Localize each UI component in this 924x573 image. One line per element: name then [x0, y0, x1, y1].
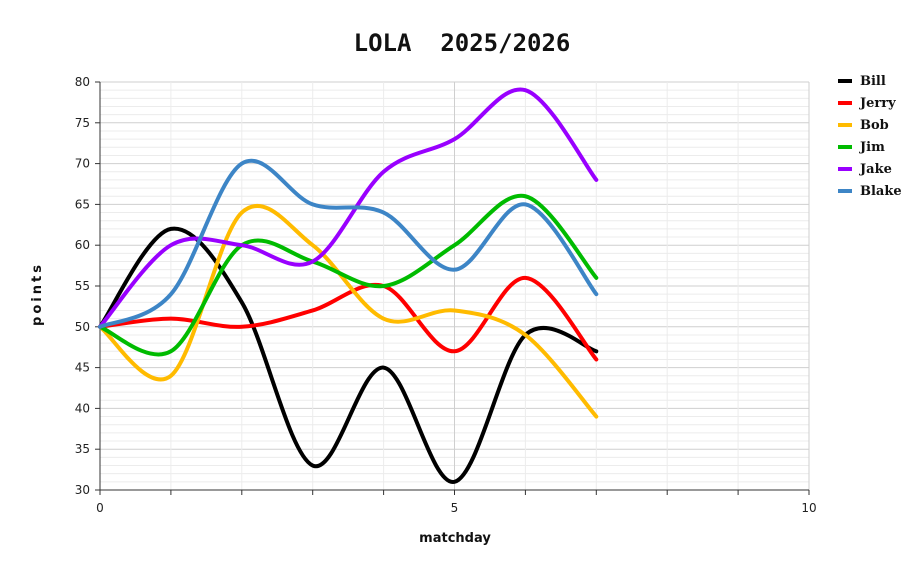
y-tick-label: 60 — [75, 238, 90, 252]
series-lines — [98, 87, 599, 484]
y-tick-label: 65 — [75, 197, 90, 211]
x-tick-labels: 0 5 10 — [96, 501, 816, 515]
x-tick-label: 10 — [801, 501, 816, 515]
y-axis-title: points — [30, 262, 45, 326]
y-tick-label: 40 — [75, 401, 90, 415]
series-line-jake — [98, 87, 599, 329]
y-tick-label: 80 — [75, 75, 90, 89]
y-tick-label: 30 — [75, 483, 90, 497]
legend-label-jim: Jim — [859, 140, 885, 155]
legend-label-jerry: Jerry — [859, 96, 896, 111]
grid — [99, 81, 810, 491]
series-line-blake — [98, 158, 599, 329]
y-tick-label: 70 — [75, 157, 90, 171]
legend-label-jake: Jake — [859, 162, 892, 177]
legend: Bill Jerry Bob Jim Jake Blake — [838, 74, 902, 199]
x-tick-label: 0 — [96, 501, 104, 515]
y-tick-label: 45 — [75, 361, 90, 375]
y-tick-label: 55 — [75, 279, 90, 293]
y-tick-label: 50 — [75, 320, 90, 334]
series-line-bob — [98, 204, 599, 419]
legend-label-bill: Bill — [860, 74, 886, 89]
x-axis-title: matchday — [419, 531, 491, 546]
x-tick-label: 5 — [451, 501, 459, 515]
axes — [95, 81, 810, 495]
chart-title: LOLA 2025/2026 — [354, 29, 571, 57]
legend-label-blake: Blake — [860, 184, 902, 199]
y-tick-label: 35 — [75, 442, 90, 456]
legend-label-bob: Bob — [860, 118, 889, 133]
series-line-jim — [98, 193, 599, 357]
series-line-bill — [98, 226, 599, 484]
y-tick-labels: 30 35 40 45 50 55 60 65 70 75 80 — [75, 75, 90, 497]
y-tick-label: 75 — [75, 116, 90, 130]
